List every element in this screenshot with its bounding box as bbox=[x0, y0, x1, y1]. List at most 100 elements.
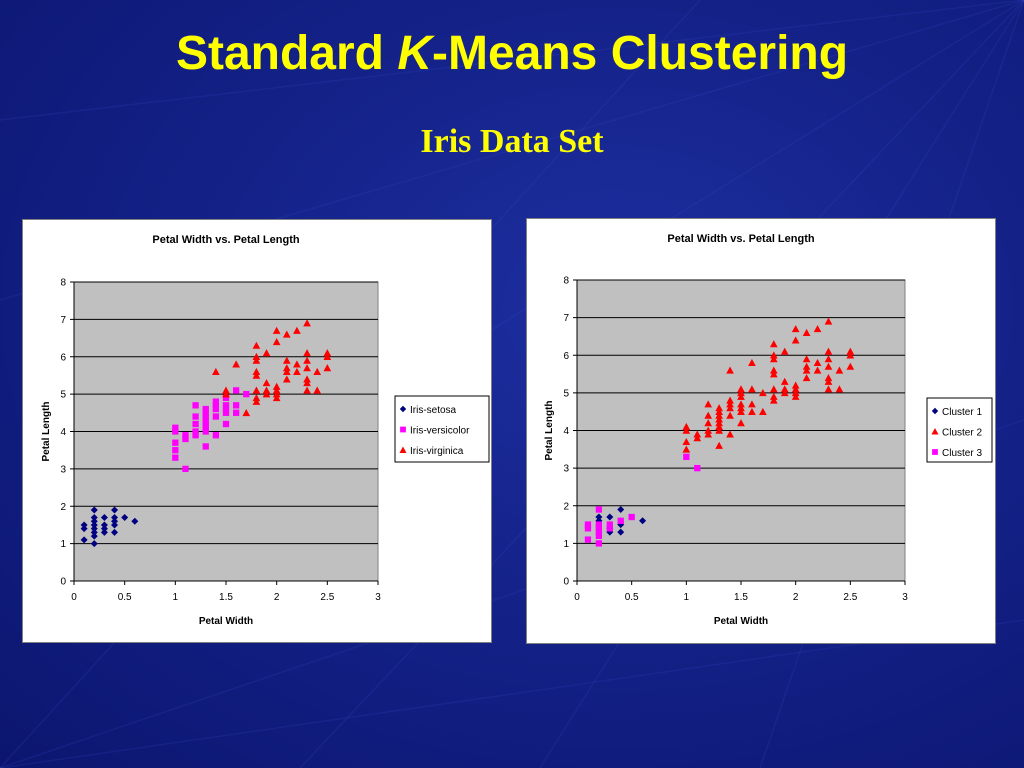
data-point bbox=[212, 405, 220, 413]
data-point bbox=[813, 325, 822, 333]
chart-title: Petal Width vs. Petal Length bbox=[667, 233, 814, 245]
data-point bbox=[584, 521, 592, 528]
data-point bbox=[212, 367, 220, 375]
data-point bbox=[313, 386, 322, 394]
data-point bbox=[111, 528, 119, 536]
chart-left-panel: Petal Width vs. Petal Length 0 1 2 3 4 5 6 7 8 0 0.… bbox=[22, 219, 492, 643]
data-point bbox=[606, 521, 613, 528]
data-point bbox=[262, 379, 271, 387]
data-point bbox=[111, 521, 119, 529]
y-tick-label: 8 bbox=[60, 278, 66, 289]
y-tick-label: 3 bbox=[563, 464, 569, 475]
scatter-chart-right: Petal Width vs. Petal Length 0 1 2 3 4 5 6 7 8 0 0.… bbox=[544, 233, 993, 627]
data-point bbox=[780, 347, 789, 355]
data-point bbox=[704, 400, 713, 408]
data-point bbox=[682, 426, 691, 434]
data-point bbox=[100, 521, 108, 529]
series-cluster-2 bbox=[682, 317, 855, 453]
y-tick-label: 7 bbox=[60, 315, 66, 326]
data-point bbox=[737, 404, 745, 412]
legend-label: Iris-virginica bbox=[410, 446, 464, 457]
data-point bbox=[737, 407, 745, 415]
data-point bbox=[252, 341, 261, 349]
data-point bbox=[202, 420, 209, 428]
y-tick-label: 5 bbox=[563, 388, 569, 399]
data-point bbox=[90, 521, 98, 529]
data-point bbox=[192, 402, 199, 409]
data-point bbox=[222, 405, 230, 413]
data-point bbox=[232, 402, 240, 409]
data-point bbox=[683, 453, 690, 460]
data-point bbox=[272, 382, 281, 390]
x-tick-label: 0 bbox=[71, 592, 77, 603]
data-point bbox=[100, 513, 108, 521]
data-point bbox=[313, 367, 322, 375]
x-tick-label: 0 bbox=[574, 592, 580, 603]
x-axis-label: Petal Width bbox=[199, 616, 253, 627]
data-point bbox=[90, 528, 98, 536]
series-iris-setosa bbox=[80, 506, 139, 548]
legend-label: Cluster 1 bbox=[942, 407, 982, 418]
title-suffix: -Means Clustering bbox=[431, 27, 849, 80]
data-point bbox=[704, 426, 713, 434]
legend-marker bbox=[931, 407, 939, 415]
data-point bbox=[682, 437, 691, 446]
data-point bbox=[282, 364, 291, 372]
data-point bbox=[748, 400, 756, 408]
series-iris-versicolor bbox=[172, 387, 250, 473]
y-tick-label: 0 bbox=[563, 577, 569, 588]
data-point bbox=[252, 397, 261, 405]
y-tick-label: 2 bbox=[563, 501, 569, 512]
data-point bbox=[100, 525, 108, 533]
data-point bbox=[694, 464, 701, 472]
data-point bbox=[222, 402, 230, 409]
data-point bbox=[282, 330, 291, 338]
data-point bbox=[595, 521, 603, 528]
data-point bbox=[715, 404, 723, 412]
data-point bbox=[726, 430, 734, 438]
series-cluster-3 bbox=[584, 453, 701, 547]
data-point bbox=[715, 415, 723, 423]
data-point bbox=[759, 389, 767, 397]
x-tick-label: 0.5 bbox=[625, 592, 639, 603]
data-point bbox=[693, 430, 702, 438]
data-point bbox=[303, 364, 311, 372]
data-point bbox=[262, 390, 271, 398]
data-point bbox=[791, 392, 800, 400]
data-point bbox=[802, 373, 811, 382]
data-point bbox=[192, 413, 199, 420]
data-point bbox=[595, 513, 603, 521]
data-point bbox=[617, 506, 625, 514]
data-point bbox=[222, 394, 230, 402]
data-point bbox=[769, 355, 778, 363]
x-tick-label: 0.5 bbox=[118, 592, 132, 603]
data-point bbox=[90, 513, 98, 521]
data-point bbox=[262, 349, 271, 357]
legend-marker bbox=[932, 449, 938, 455]
data-point bbox=[80, 536, 88, 544]
data-point bbox=[212, 398, 220, 405]
y-tick-label: 4 bbox=[563, 426, 569, 437]
data-point bbox=[222, 390, 230, 398]
legend: Cluster 1 Cluster 2 Cluster 3 bbox=[926, 397, 993, 463]
data-point bbox=[726, 400, 734, 408]
data-point bbox=[791, 336, 800, 344]
data-point bbox=[111, 517, 119, 525]
data-point bbox=[172, 454, 179, 461]
x-tick-label: 1.5 bbox=[734, 592, 748, 603]
data-point bbox=[748, 385, 756, 393]
data-point bbox=[715, 411, 723, 419]
data-point bbox=[726, 366, 734, 374]
data-point bbox=[282, 367, 291, 375]
x-axis-label: Petal Width bbox=[714, 616, 768, 627]
data-point bbox=[791, 385, 800, 393]
legend-label: Iris-setosa bbox=[410, 405, 457, 416]
data-point bbox=[769, 340, 778, 348]
x-tick-label: 1.5 bbox=[219, 592, 233, 603]
data-point bbox=[813, 366, 822, 374]
data-point bbox=[202, 428, 209, 435]
x-tick-label: 1 bbox=[684, 592, 690, 603]
data-point bbox=[715, 419, 723, 427]
y-tick-label: 5 bbox=[60, 390, 66, 401]
legend: Iris-setosa Iris-versicolor Iris-virginica bbox=[394, 395, 490, 463]
